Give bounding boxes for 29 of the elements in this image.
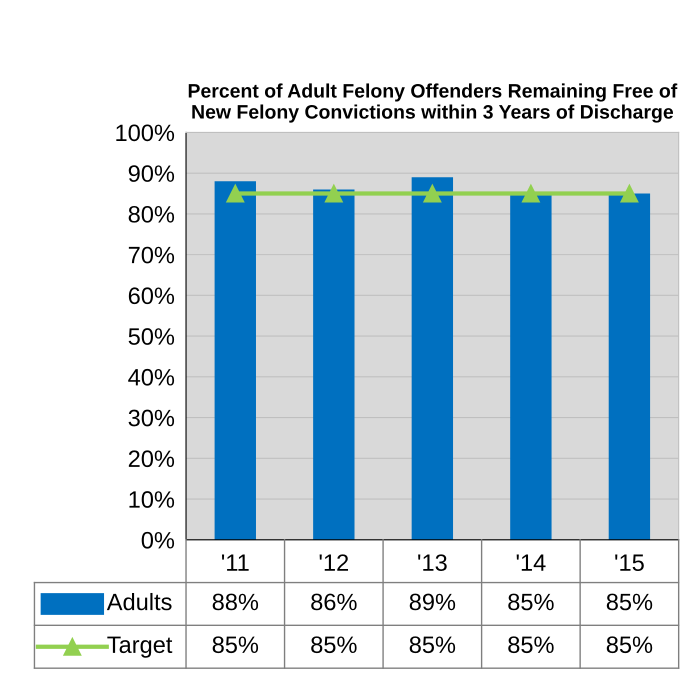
data-label: 85% [410, 636, 456, 654]
data-label: 86% [311, 594, 357, 610]
y-tick-label: 70% [128, 246, 174, 264]
data-label: 89% [410, 594, 456, 610]
y-tick-label: 50% [128, 328, 174, 345]
x-tick-label: '11 [222, 554, 249, 571]
chart-title: Percent of Adult Felony Offenders Remaining Free of New Felony Convictions within 3 Years of Discharge [188, 83, 678, 123]
y-tick-label: 100% [116, 124, 174, 142]
y-tick-label: 0% [142, 532, 174, 549]
y-tick-label: 40% [128, 368, 174, 386]
data-label: 85% [606, 636, 652, 654]
data-label: 85% [508, 636, 554, 654]
data-label: 85% [508, 594, 554, 610]
legend-label: Adults [106, 592, 172, 610]
x-tick-label: '13 [418, 554, 447, 572]
data-label: 85% [311, 636, 357, 654]
data-label: 88% [212, 594, 258, 610]
legend-label: Target [107, 636, 172, 658]
x-tick-label: '14 [516, 554, 546, 571]
y-tick-label: 80% [128, 206, 174, 223]
x-tick-label: '12 [320, 554, 348, 571]
data-label: 85% [606, 594, 652, 610]
y-tick-label: 60% [128, 287, 174, 304]
x-tick-label: '15 [615, 554, 644, 572]
data-label: 85% [212, 636, 258, 654]
y-tick-label: 20% [128, 450, 174, 468]
y-tick-label: 30% [128, 410, 174, 426]
y-tick-label: 90% [128, 165, 174, 182]
y-tick-label: 10% [129, 491, 174, 508]
